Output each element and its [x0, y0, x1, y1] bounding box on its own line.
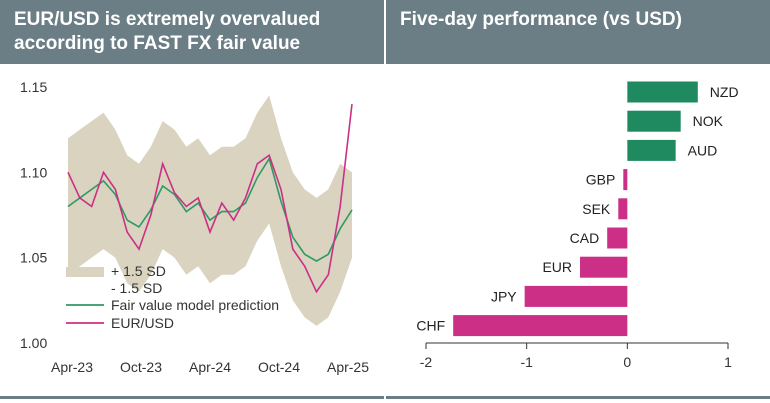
eurusd-line: [67, 103, 353, 294]
x-tick-label: Apr-24: [189, 359, 231, 375]
legend-eurusd: EUR/USD: [111, 315, 174, 331]
x-tick-label: Apr-25: [327, 359, 369, 375]
x-tick-label: Oct-24: [258, 359, 300, 375]
legend-fair-value: Fair value model prediction: [111, 297, 279, 313]
bar-label-aud: AUD: [688, 142, 718, 158]
bar-label-cad: CAD: [570, 230, 600, 246]
y-tick-label: 1.00: [20, 335, 47, 351]
right-chart-title: Five-day performance (vs USD): [386, 0, 770, 64]
x-tick-label: Apr-23: [51, 359, 93, 375]
bar-eur: [580, 256, 628, 278]
bar-chf: [453, 315, 628, 337]
bar-sek: [618, 198, 628, 220]
bar-label-nzd: NZD: [710, 84, 739, 100]
bar-jpy: [524, 285, 628, 307]
right-bottom-rule: [386, 396, 770, 399]
left-chart-title: EUR/USD is extremely overvalued accordin…: [0, 0, 384, 64]
x-tick-label: 1: [724, 354, 732, 370]
left-bottom-rule: [0, 396, 384, 399]
bar-label-jpy: JPY: [491, 288, 517, 304]
bar-cad: [607, 227, 628, 249]
bar-label-eur: EUR: [542, 259, 572, 275]
bar-label-sek: SEK: [582, 201, 611, 217]
legend-upper-sd: + 1.5 SD: [111, 263, 166, 279]
right-chart-panel: Five-day performance (vs USD) NZD NOK AUD G…: [386, 0, 770, 403]
y-tick-label: 1.10: [20, 164, 47, 180]
x-tick-label: 0: [623, 354, 631, 370]
legend-lower-sd: - 1.5 SD: [111, 280, 162, 296]
bar-gbp: [623, 169, 628, 191]
legend-swatch-band: [66, 267, 104, 277]
bar-chart: NZD NOK AUD GBP SEK CAD EUR JPY CHF -2 -1 0 1: [416, 81, 739, 370]
y-tick-label: 1.15: [20, 79, 47, 95]
x-tick-label: -2: [420, 354, 433, 370]
bar-aud: [627, 139, 676, 161]
fair-value-line: [67, 156, 353, 263]
x-tick-label: Oct-23: [120, 359, 162, 375]
bar-nok: [627, 110, 681, 132]
left-chart-panel: EUR/USD is extremely overvalued accordin…: [0, 0, 384, 403]
y-tick-label: 1.05: [20, 250, 47, 266]
sd-band: [68, 95, 352, 326]
x-tick-label: -1: [520, 354, 533, 370]
bar-nzd: [627, 81, 698, 103]
bar-label-nok: NOK: [693, 113, 724, 129]
bar-label-chf: CHF: [416, 318, 445, 334]
bar-label-gbp: GBP: [586, 172, 616, 188]
